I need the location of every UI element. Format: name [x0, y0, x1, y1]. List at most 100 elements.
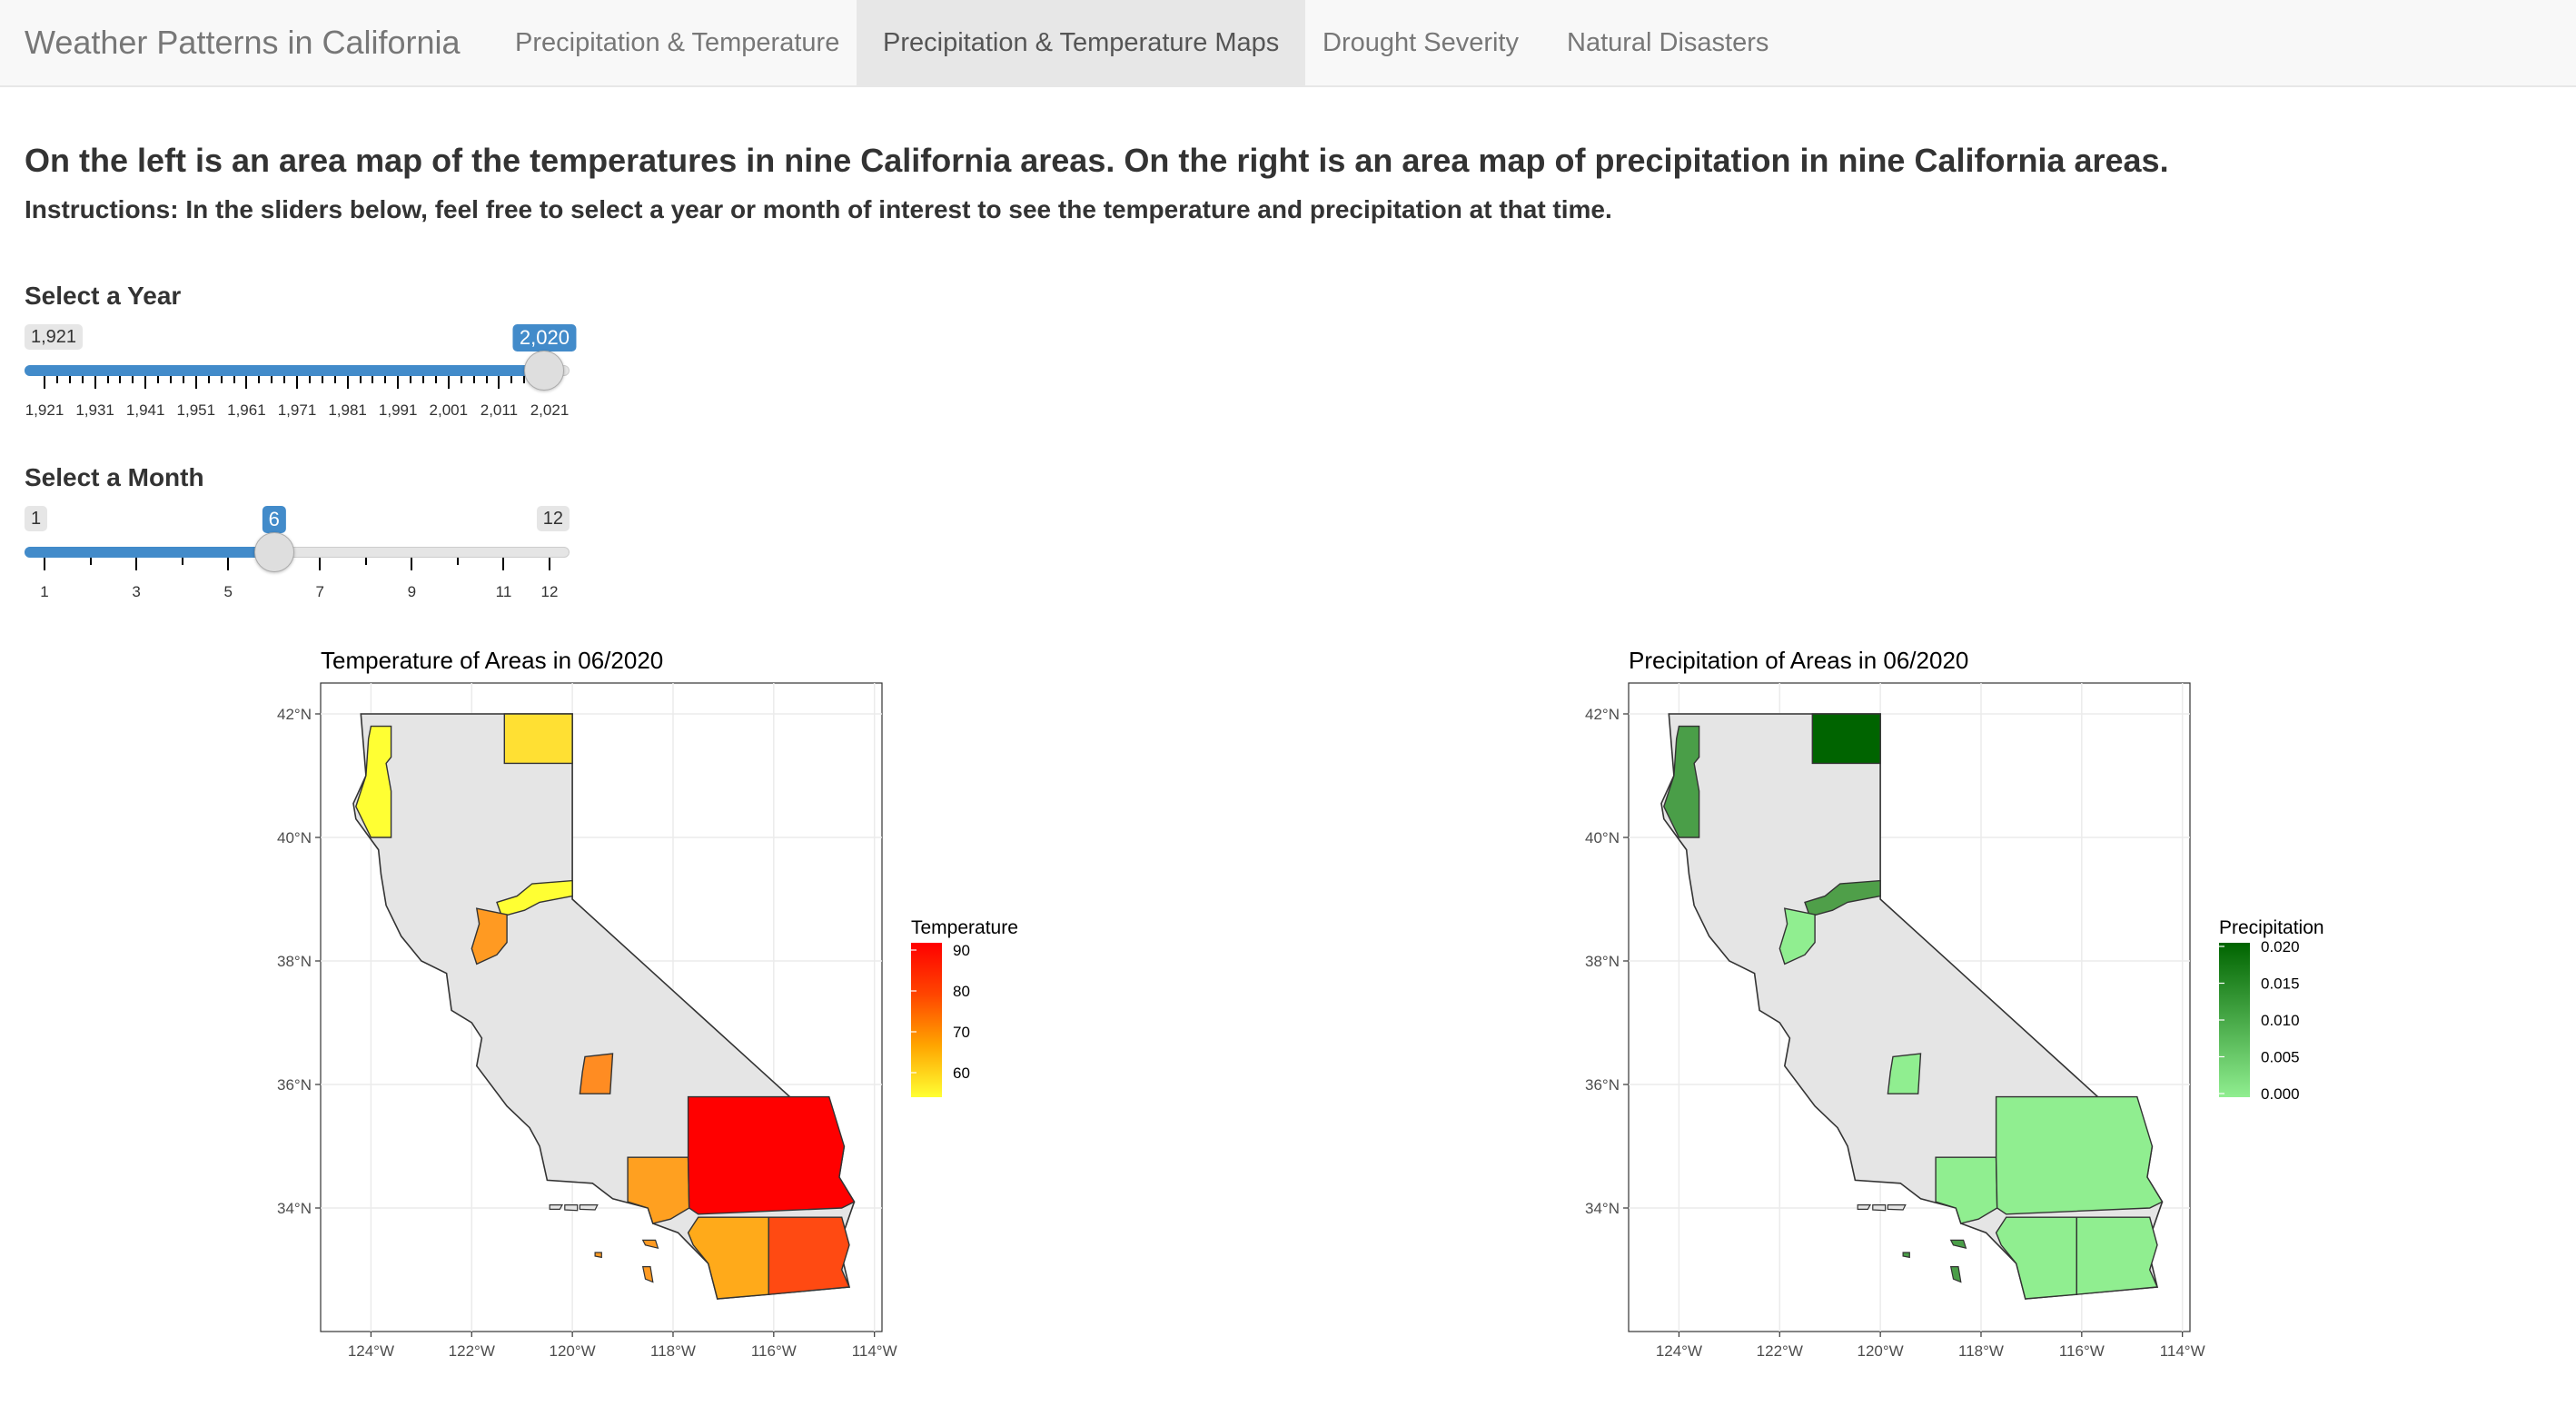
year-slider-tick	[119, 376, 122, 383]
app-title[interactable]: Weather Patterns in California	[25, 24, 461, 61]
year-slider-tick-label: 1,951	[176, 401, 216, 419]
tab-precipitation-temperature[interactable]: Precipitation & Temperature	[515, 28, 840, 57]
precipitation-lon-label: 124°W	[1656, 1342, 1702, 1360]
year-slider-tick	[498, 376, 500, 389]
temperature-map-title: Temperature of Areas in 06/2020	[321, 647, 664, 674]
temperature-lat-label: 38°N	[277, 953, 312, 970]
temperature-lon-label: 124°W	[348, 1342, 394, 1360]
year-slider-tick	[485, 376, 488, 383]
temperature-area-north-east	[503, 713, 573, 765]
year-slider[interactable]: 1,921 2,020 1,921 1,931 1,941 1,951 1,961 1,9…	[25, 324, 576, 442]
temperature-island	[564, 1203, 579, 1212]
precipitation-legend-title: Precipitation	[2219, 917, 2324, 938]
year-slider-tick	[359, 376, 362, 383]
month-slider-tick	[411, 558, 413, 570]
month-slider-tick	[549, 558, 550, 570]
temperature-area-san-joaquin	[579, 1053, 614, 1094]
temperature-legend-label: 60	[953, 1064, 970, 1082]
month-slider-tick-label: 5	[223, 583, 233, 600]
temperature-lon-label: 114°W	[852, 1342, 897, 1360]
year-slider-tick	[321, 376, 323, 383]
precipitation-area-san-joaquin	[1887, 1053, 1922, 1094]
month-slider[interactable]: 1 12 6 1 3 5 7 9 11 12	[25, 506, 570, 624]
precipitation-lat-label: 34°N	[1585, 1200, 1620, 1217]
year-slider-tick	[296, 376, 298, 389]
precipitation-area-sacramento	[1804, 879, 1881, 917]
year-slider-tick	[170, 376, 172, 383]
year-slider-tick	[245, 376, 248, 389]
precipitation-map: Precipitation of Areas in 06/2020 42°N 40…	[1562, 636, 2362, 1381]
precipitation-lat-label: 40°N	[1585, 829, 1620, 847]
precipitation-lon-label: 118°W	[1958, 1342, 2004, 1360]
month-slider-tick-label: 12	[540, 583, 559, 600]
year-slider-tick	[220, 376, 223, 383]
temperature-legend-colorbar	[911, 943, 942, 1097]
temperature-island	[641, 1239, 659, 1250]
year-slider-tick	[333, 376, 336, 383]
instructions-text: Instructions: In the sliders below, feel…	[25, 195, 1612, 223]
temperature-map: Temperature of Areas in 06/2020 42°N 40°N…	[254, 636, 1054, 1381]
year-slider-tick	[207, 376, 210, 383]
tab-precipitation-temperature-maps[interactable]: Precipitation & Temperature Maps	[857, 0, 1306, 85]
month-slider-tick	[502, 558, 505, 570]
precipitation-island	[1887, 1203, 1907, 1211]
year-slider-tick-label: 1,961	[227, 401, 266, 419]
year-slider-tick	[447, 376, 450, 389]
precipitation-lon-label: 122°W	[1757, 1342, 1803, 1360]
month-slider-min-label: 1	[25, 506, 48, 531]
temperature-lat-label: 36°N	[277, 1076, 312, 1094]
year-slider-tick	[132, 376, 134, 383]
year-slider-tick	[81, 376, 84, 383]
precipitation-area-north-east	[1811, 713, 1881, 765]
precipitation-map-svg: 42°N 40°N 38°N 36°N 34°N 124°W 122°W 120°W 118°W…	[1585, 682, 2324, 1360]
year-slider-tick	[523, 376, 526, 383]
temperature-area-sacramento	[496, 879, 573, 917]
year-slider-tick	[410, 376, 412, 383]
year-slider-tick-label: 1,941	[125, 401, 165, 419]
year-slider-tick	[233, 376, 235, 383]
temperature-island	[549, 1203, 564, 1211]
precipitation-area-imperial	[2076, 1216, 2159, 1295]
temperature-lon-label: 122°W	[449, 1342, 495, 1360]
year-slider-tick	[346, 376, 349, 389]
precipitation-lat-label: 42°N	[1585, 706, 1620, 723]
month-slider-tick-label: 9	[407, 583, 417, 600]
year-slider-tick-label: 2,021	[530, 401, 570, 419]
temperature-island	[594, 1252, 602, 1259]
tab-drought-severity[interactable]: Drought Severity	[1323, 28, 1519, 57]
tab-natural-disasters[interactable]: Natural Disasters	[1567, 28, 1769, 57]
year-slider-tick	[55, 376, 58, 383]
year-slider-fill	[25, 365, 545, 376]
precipitation-area-south-desert	[1995, 1095, 2164, 1215]
precipitation-island	[1902, 1252, 1910, 1259]
month-slider-tick	[89, 558, 92, 565]
year-slider-tick	[308, 376, 311, 383]
year-slider-tick-label: 2,001	[429, 401, 469, 419]
precipitation-island	[1857, 1203, 1872, 1211]
year-slider-tick	[460, 376, 462, 383]
year-slider-tick	[68, 376, 71, 383]
year-slider-tick-label: 1,931	[75, 401, 114, 419]
precipitation-lon-label: 120°W	[1858, 1342, 1904, 1360]
year-slider-tick-label: 1,971	[277, 401, 317, 419]
month-slider-tick	[44, 558, 45, 570]
month-slider-ticks: 1 3 5 7 9 11 12	[25, 558, 570, 612]
precipitation-legend-label: 0.000	[2261, 1085, 2300, 1103]
month-slider-tick-label: 7	[315, 583, 324, 600]
year-slider-tick	[157, 376, 160, 383]
month-slider-handle[interactable]	[253, 532, 294, 572]
year-slider-tick	[94, 376, 96, 389]
temperature-lat-label: 40°N	[277, 829, 312, 847]
month-slider-tick-label: 1	[40, 583, 49, 600]
year-slider-tick	[194, 376, 197, 389]
month-slider-tick	[456, 558, 459, 565]
year-slider-tick	[271, 376, 273, 383]
month-slider-tick	[364, 558, 367, 565]
precipitation-lat-label: 36°N	[1585, 1076, 1620, 1094]
year-slider-tick	[384, 376, 387, 383]
temperature-legend-label: 80	[953, 983, 970, 1000]
year-slider-handle[interactable]	[524, 351, 565, 391]
temperature-area-bay-delta	[471, 907, 508, 965]
page-heading: On the left is an area map of the temper…	[25, 142, 2169, 179]
year-slider-tick	[510, 376, 513, 383]
